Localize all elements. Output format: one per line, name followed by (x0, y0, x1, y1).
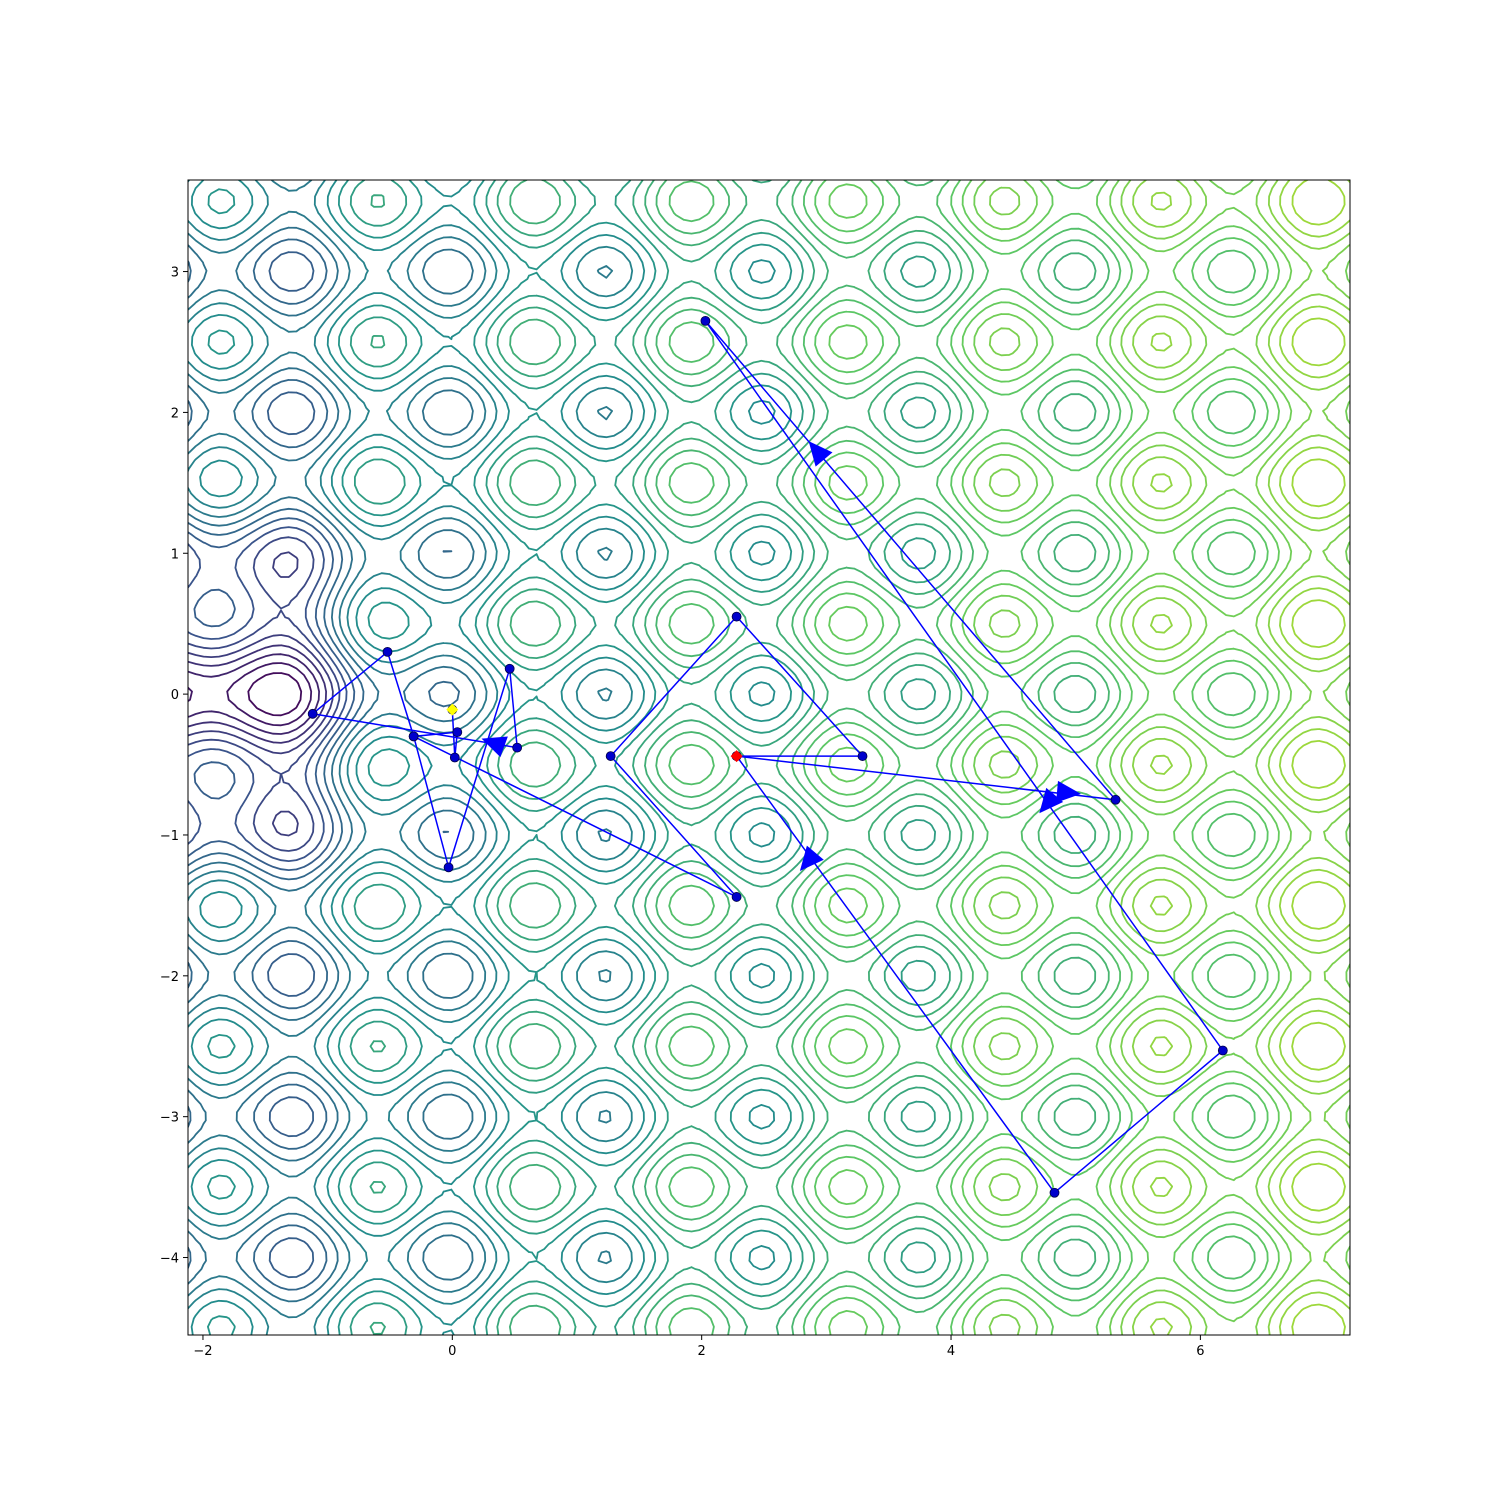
contour-level (988, 180, 1350, 1335)
y-tick-label: −3 (160, 1111, 179, 1126)
path-point (605, 751, 616, 761)
path-point (504, 663, 515, 674)
x-tick-label: 2 (698, 1344, 706, 1359)
contour-level (188, 551, 334, 837)
y-tick-label: 0 (171, 688, 179, 703)
path-point (408, 731, 419, 742)
contour-level (1131, 180, 1350, 1335)
y-tick-label: 3 (171, 266, 179, 281)
contour-level (247, 672, 303, 717)
path-point (700, 315, 711, 326)
path-point (731, 892, 742, 902)
contour-level (188, 644, 327, 744)
y-tick-label: −2 (160, 970, 179, 985)
path-line (310, 320, 1224, 1194)
path-point (1217, 1045, 1228, 1056)
path-point (382, 646, 393, 657)
optimization-path (307, 315, 1228, 1198)
contour-level (668, 180, 1256, 1335)
contour-level (188, 662, 313, 727)
y-axis: −4 −3 −2 −1 0 1 2 3 (160, 266, 188, 1267)
path-point (1110, 794, 1121, 805)
contour-level (655, 180, 1110, 1335)
path-arrow (808, 441, 833, 467)
x-tick-label: 4 (947, 1344, 955, 1359)
path-arrow (1056, 780, 1081, 803)
contour-level (188, 536, 341, 852)
path-point (307, 708, 318, 719)
path-arrow (1039, 787, 1064, 814)
contour-level (828, 180, 1280, 1335)
y-tick-label: −1 (160, 829, 179, 844)
contour-level (1149, 180, 1350, 1335)
y-tick-label: 1 (171, 547, 179, 562)
contour-level (190, 180, 776, 1335)
contour-level (207, 180, 793, 1335)
x-tick-label: 0 (448, 1344, 456, 1359)
x-tick-label: 6 (1196, 1344, 1204, 1359)
path-point (857, 751, 868, 761)
plot-frame (187, 179, 1351, 1336)
contour-lines (188, 180, 1350, 1335)
start-marker (446, 703, 459, 716)
contour-level (369, 180, 952, 1335)
path-point (512, 742, 523, 753)
contour-level (509, 180, 1097, 1335)
x-axis: −2 0 2 4 6 (193, 1335, 1205, 1359)
contour-level (349, 180, 937, 1335)
contour-level (1291, 180, 1346, 1335)
contour-level (973, 180, 1350, 1335)
path-point (1049, 1187, 1060, 1198)
contour-level (188, 180, 634, 1335)
contour-level (188, 526, 348, 862)
y-tick-label: 2 (171, 406, 179, 421)
contour-level (814, 180, 1269, 1335)
x-tick-label: −2 (193, 1344, 212, 1359)
contour-level (188, 251, 356, 1279)
contour-level (188, 226, 477, 1303)
path-arrow (481, 736, 508, 758)
path-point (731, 611, 742, 622)
path-arrow (799, 845, 824, 872)
contour-level (188, 180, 614, 1319)
end-marker (730, 750, 743, 763)
path-point (452, 727, 463, 738)
contour-level (188, 238, 460, 1291)
path-point (443, 862, 454, 873)
y-tick-label: −4 (160, 1252, 179, 1267)
path-point (449, 752, 460, 763)
